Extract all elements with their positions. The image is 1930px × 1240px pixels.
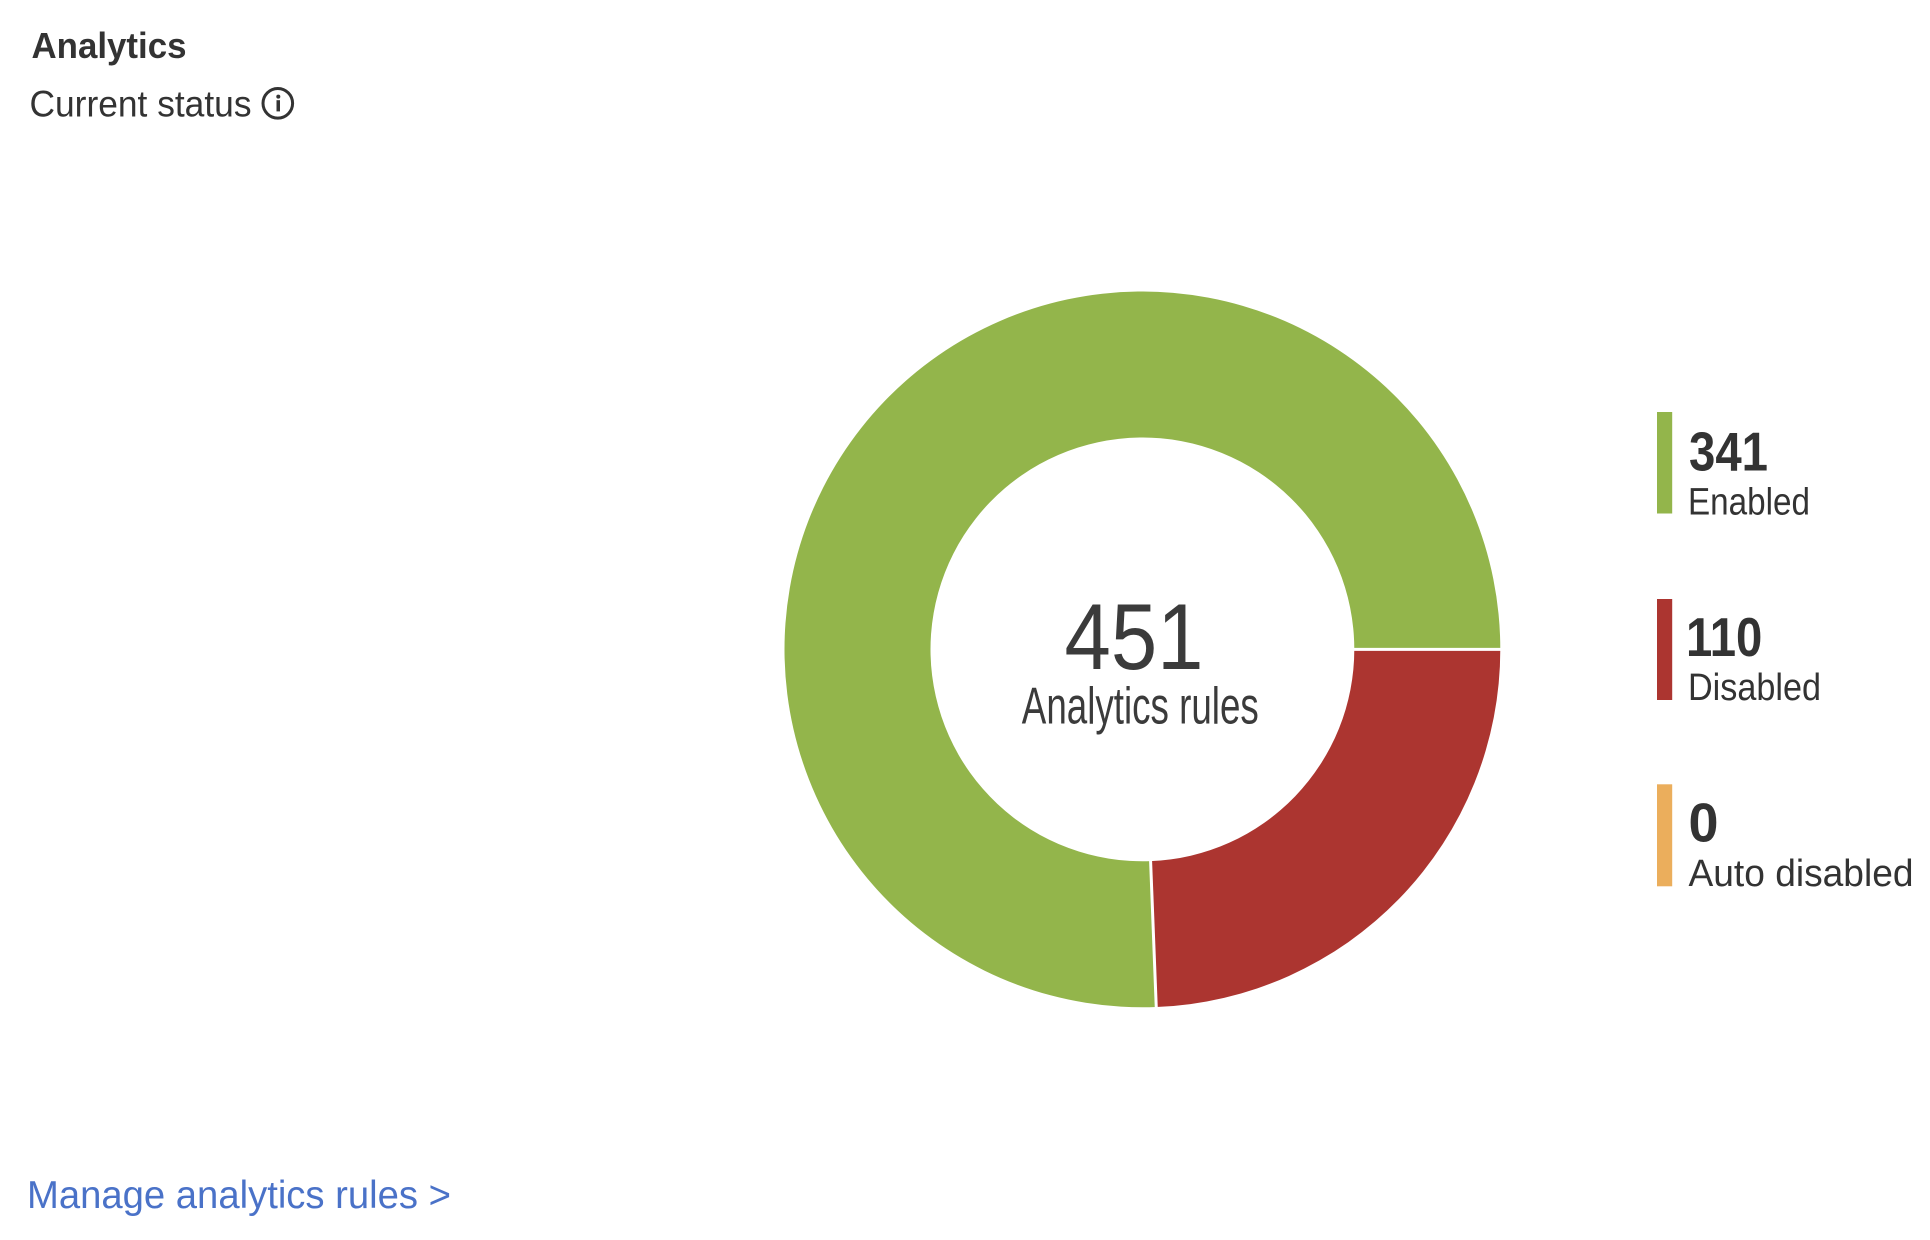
svg-text:341: 341 xyxy=(1689,421,1768,482)
svg-text:Auto disabled: Auto disabled xyxy=(1689,853,1914,895)
svg-text:Analytics: Analytics xyxy=(32,25,187,66)
svg-text:0: 0 xyxy=(1689,793,1719,854)
svg-text:Current status: Current status xyxy=(30,83,252,124)
svg-text:451: 451 xyxy=(1065,584,1204,689)
svg-text:Manage analytics rules >: Manage analytics rules > xyxy=(27,1174,451,1217)
svg-text:Disabled: Disabled xyxy=(1688,667,1821,709)
svg-text:Analytics rules: Analytics rules xyxy=(1022,678,1259,736)
svg-text:Enabled: Enabled xyxy=(1688,482,1810,524)
svg-text:110: 110 xyxy=(1686,607,1762,668)
